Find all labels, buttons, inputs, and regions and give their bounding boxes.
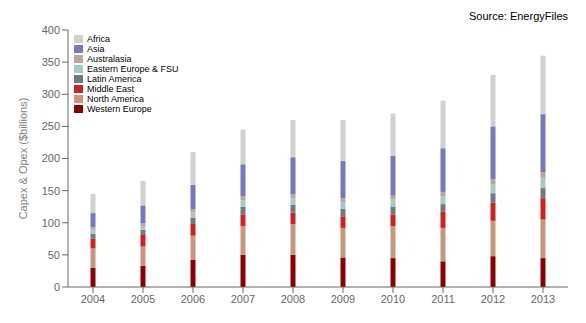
- svg-text:150: 150: [42, 185, 60, 197]
- svg-text:350: 350: [42, 56, 60, 68]
- html-text:North America: North America: [87, 94, 144, 104]
- svg-text:50: 50: [48, 249, 60, 261]
- svg-text:300: 300: [42, 88, 60, 100]
- svg-text:2010: 2010: [381, 293, 405, 305]
- svg-text:Capex & Opex ($billions): Capex & Opex ($billions): [17, 98, 29, 220]
- svg-text:200: 200: [42, 152, 60, 164]
- svg-text:2013: 2013: [531, 293, 555, 305]
- svg-text:250: 250: [42, 120, 60, 132]
- html-text:Africa: Africa: [87, 34, 110, 44]
- html-text:Western Europe: Western Europe: [87, 104, 152, 114]
- svg-text:2006: 2006: [181, 293, 205, 305]
- svg-text:100: 100: [42, 217, 60, 229]
- html-text:Latin America: Latin America: [87, 74, 142, 84]
- svg-text:2007: 2007: [231, 293, 255, 305]
- html-text:Eastern Europe & FSU: Eastern Europe & FSU: [87, 64, 179, 74]
- svg-text:2009: 2009: [331, 293, 355, 305]
- svg-text:2011: 2011: [431, 293, 455, 305]
- html-text:Middle East: Middle East: [87, 84, 134, 94]
- svg-text:0: 0: [54, 281, 60, 293]
- svg-text:2004: 2004: [81, 293, 105, 305]
- svg-text:2008: 2008: [281, 293, 305, 305]
- svg-text:2005: 2005: [131, 293, 155, 305]
- html-text:Australasia: Australasia: [87, 54, 132, 64]
- html-text:Source: EnergyFiles: Source: EnergyFiles: [469, 10, 568, 22]
- svg-text:2012: 2012: [481, 293, 505, 305]
- html-text:Asia: Asia: [87, 44, 105, 54]
- svg-text:400: 400: [42, 24, 60, 36]
